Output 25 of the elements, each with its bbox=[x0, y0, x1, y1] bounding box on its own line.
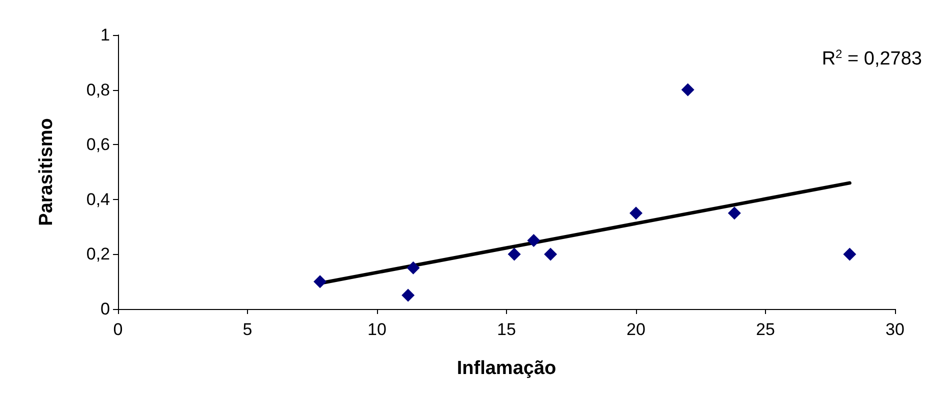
y-tick-label: 0 bbox=[100, 300, 110, 318]
x-tick-label: 10 bbox=[368, 320, 386, 339]
y-axis-title: Parasitismo bbox=[36, 118, 57, 226]
point bbox=[527, 234, 540, 247]
x-axis-title: Inflamação bbox=[456, 358, 556, 379]
point bbox=[544, 248, 558, 261]
point bbox=[314, 275, 327, 288]
point bbox=[508, 248, 521, 261]
x-tick-label: 20 bbox=[626, 320, 646, 339]
point bbox=[406, 261, 420, 274]
point bbox=[681, 83, 694, 96]
point bbox=[843, 248, 856, 261]
point bbox=[630, 206, 642, 220]
y-tick-label: 0,6 bbox=[86, 135, 110, 154]
x-tick-label: 5 bbox=[242, 320, 252, 339]
x-tick-label: 15 bbox=[497, 320, 516, 339]
point bbox=[728, 206, 741, 220]
y-tick-label: 0,2 bbox=[86, 244, 110, 264]
y-tick-label: 0,8 bbox=[86, 80, 110, 100]
x-tick-label: 30 bbox=[886, 320, 904, 339]
x-tick-label: 25 bbox=[756, 320, 775, 339]
y-tick-label: 0,4 bbox=[86, 190, 110, 209]
x-tick-label: 0 bbox=[113, 320, 123, 339]
y-tick-label: 1 bbox=[100, 26, 110, 44]
point bbox=[402, 288, 415, 302]
